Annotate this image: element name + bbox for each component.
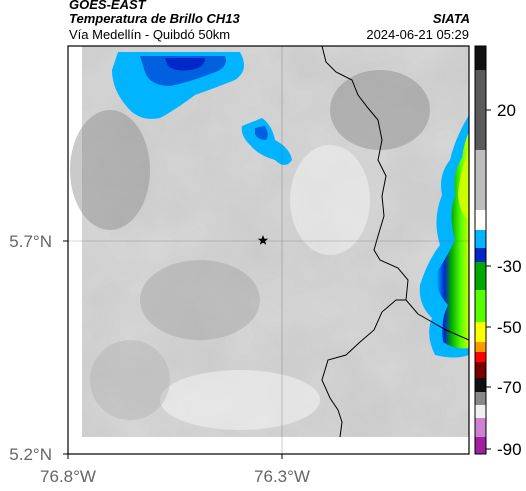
colorbar-swatch <box>475 290 486 322</box>
colorbar-swatch <box>475 46 486 70</box>
colorbar-swatch <box>475 362 486 378</box>
colorbar-swatch <box>475 418 486 437</box>
colorbar-swatch <box>475 70 486 150</box>
colorbar-swatch <box>475 342 486 352</box>
route-subtitle: Vía Medellín - Quibdó 50km <box>69 27 231 42</box>
colorbar: 20 -30 -50 -70 -90 <box>474 45 522 459</box>
colorbar-swatch <box>475 392 486 405</box>
map-border <box>67 45 470 455</box>
colorbar-swatch <box>475 248 486 262</box>
borders <box>321 45 470 438</box>
datetime-label: 2024-06-21 05:29 <box>366 27 469 42</box>
colorbar-swatch <box>475 405 486 418</box>
colorbar-swatch <box>475 262 486 290</box>
lat-label-57: 5.7°N <box>9 232 52 251</box>
colorbar-swatch <box>475 437 486 454</box>
lon-label-763: 76.3°W <box>254 467 310 486</box>
colorbar-label-minus90: -90 <box>497 440 522 459</box>
colorbar-border <box>474 45 487 455</box>
map-header: GOES-EAST Temperatura de Brillo CH13 Vía… <box>0 0 526 46</box>
lon-label-768: 76.8°W <box>40 467 96 486</box>
colorbar-swatch <box>475 378 486 392</box>
star-marker <box>257 235 269 245</box>
storm-east <box>419 115 469 358</box>
colorbar-label-minus30: -30 <box>497 257 522 276</box>
cold-cloud-center <box>241 118 292 165</box>
colorbar-label-minus70: -70 <box>497 378 522 397</box>
satellite-name: GOES-EAST <box>69 0 146 12</box>
brand-label: SIATA <box>432 11 470 26</box>
map-frame <box>68 46 469 454</box>
axis-ticks <box>63 240 283 459</box>
lat-label-52: 5.2°N <box>9 445 52 464</box>
colorbar-label-minus50: -50 <box>497 318 522 337</box>
colorbar-swatch <box>475 150 486 210</box>
colorbar-swatch <box>475 322 486 342</box>
cold-cloud-nw <box>112 52 244 119</box>
colorbar-swatch <box>475 210 486 230</box>
gridlines <box>68 46 469 454</box>
product-title: Temperatura de Brillo CH13 <box>69 11 240 26</box>
colorbar-swatch <box>475 352 486 362</box>
colorbar-label-20: 20 <box>497 101 516 120</box>
colorbar-swatch <box>475 230 486 248</box>
